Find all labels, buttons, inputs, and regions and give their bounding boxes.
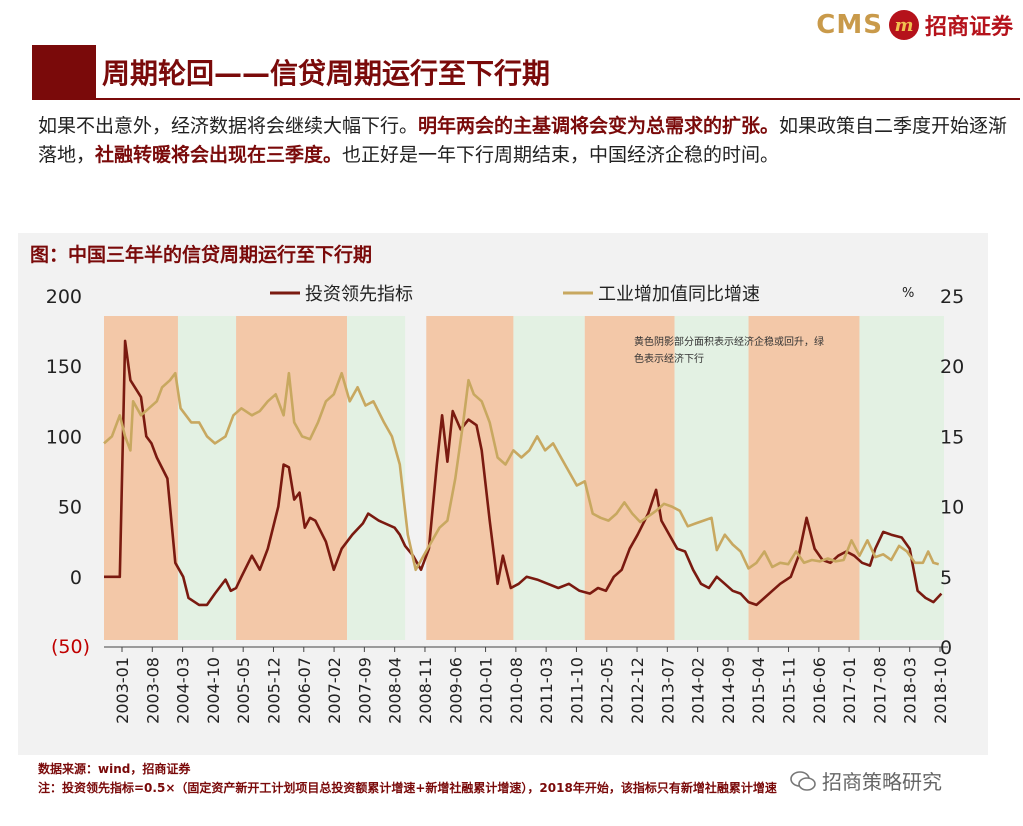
right-tick-label-5: 0 (940, 637, 952, 659)
brand-cn: 招商证券 (924, 14, 1013, 40)
x-tick-label-22: 2015-11 (780, 657, 799, 724)
x-tick-label-1: 2003-08 (143, 657, 162, 724)
legend-invest-label: 投资领先指标 (305, 284, 413, 305)
x-tick-label-21: 2015-04 (749, 657, 768, 724)
right-tick-label-0: 25 (940, 286, 964, 308)
x-tick-label-7: 2007-02 (325, 657, 344, 724)
chart-annotation-line1: 黄色阴影部分面积表示经济企稳或回升，绿 (634, 335, 824, 348)
x-tick-label-26: 2018-03 (901, 657, 920, 724)
x-tick-label-6: 2006-07 (295, 657, 314, 724)
shaded-period-green-1 (177, 316, 237, 640)
x-tick-label-10: 2008-11 (416, 657, 435, 724)
left-tick-label-1: 150 (46, 356, 82, 378)
shaded-period-red-0 (104, 316, 178, 640)
x-tick-label-14: 2011-03 (537, 657, 556, 724)
x-tick-label-12: 2010-01 (477, 657, 496, 724)
right-axis-unit: % (902, 286, 914, 301)
left-tick-label-0: 200 (46, 286, 82, 308)
shaded-periods (104, 316, 944, 640)
right-tick-label-4: 5 (940, 567, 952, 589)
x-tick-label-27: 2018-10 (931, 657, 950, 724)
series-lines (103, 339, 943, 607)
x-tick-label-13: 2010-08 (507, 657, 526, 724)
x-tick-label-3: 2004-10 (204, 657, 223, 724)
x-tick-label-25: 2017-08 (870, 657, 889, 724)
legend-industry-label: 工业增加值同比增速 (598, 284, 760, 305)
x-tick-label-17: 2012-12 (628, 657, 647, 724)
watermark-text: 招商策略研究 (822, 770, 942, 794)
footer: 数据来源：wind，招商证券 注：投资领先指标=0.5×（固定资产新开工计划项目… (38, 760, 998, 798)
series-line-invest-leading-indicator (104, 339, 943, 607)
brand-en: CMS (816, 10, 883, 40)
x-tick-label-23: 2016-06 (810, 657, 829, 724)
shaded-period-red-8 (748, 316, 860, 640)
intro-paragraph: 如果不出意外，经济数据将会继续大幅下行。明年两会的主基调将会变为总需求的扩张。如… (38, 112, 1013, 170)
chart-annotation-line2: 色表示经济下行 (634, 352, 704, 365)
left-tick-label-3: 50 (58, 497, 82, 519)
footer-note: 注：投资领先指标=0.5×（固定资产新开工计划项目总投资额累计增速+新增社融累计… (38, 781, 777, 795)
watermark: 招商策略研究 (790, 766, 942, 795)
x-tick-label-11: 2009-06 (446, 657, 465, 724)
x-tick-label-24: 2017-01 (840, 657, 859, 724)
x-tick-label-20: 2014-09 (719, 657, 738, 724)
shaded-period-green-9 (859, 316, 944, 640)
brand-logo: CMS m 招商证券 (816, 8, 1013, 42)
left-tick-label-4: 0 (70, 567, 82, 589)
x-tick-label-16: 2012-05 (598, 657, 617, 724)
intro-p1: 如果不出意外，经济数据将会继续大幅下行。 (38, 115, 419, 137)
legend: 投资领先指标 工业增加值同比增速 (270, 284, 760, 305)
shaded-period-red-6 (584, 316, 675, 640)
brand-badge-icon: m (888, 10, 919, 40)
x-tick-label-18: 2013-07 (658, 657, 677, 724)
right-tick-label-1: 20 (940, 356, 964, 378)
x-tick-label-8: 2007-09 (355, 657, 374, 724)
figure-title: 图：中国三年半的信贷周期运行至下行期 (30, 244, 373, 266)
slide-title: 周期轮回——信贷周期运行至下行期 (102, 57, 551, 90)
x-tick-label-15: 2011-10 (567, 657, 586, 724)
title-accent-block (32, 45, 96, 98)
series-line-industrial-value-added (103, 371, 940, 572)
footer-source: 数据来源：wind，招商证券 (38, 762, 191, 776)
x-tick-label-4: 2005-05 (234, 657, 253, 724)
shaded-period-red-4 (426, 316, 514, 640)
intro-p2: 明年两会的主基调将会变为总需求的扩张。 (418, 115, 780, 137)
intro-p3: 如果政策自二季度开始逐渐落地， (38, 115, 1008, 166)
right-tick-label-3: 10 (940, 497, 964, 519)
intro-p5: 也正好是一年下行周期结束，中国经济企稳的时间。 (342, 144, 780, 166)
left-tick-label-2: 100 (46, 426, 82, 448)
shaded-period-green-3 (347, 316, 406, 640)
title-divider (32, 98, 1020, 100)
x-tick-label-9: 2008-04 (386, 657, 405, 724)
x-tick-label-19: 2014-02 (689, 657, 708, 724)
intro-p4: 社融转暖将会出现在三季度。 (95, 144, 343, 166)
x-tick-label-0: 2003-01 (113, 657, 132, 724)
x-tick-label-2: 2004-03 (174, 657, 193, 724)
right-tick-label-2: 15 (940, 426, 964, 448)
x-tick-label-5: 2005-12 (264, 657, 283, 724)
left-tick-label-neg: (50) (51, 636, 90, 658)
wechat-icon (790, 770, 816, 791)
